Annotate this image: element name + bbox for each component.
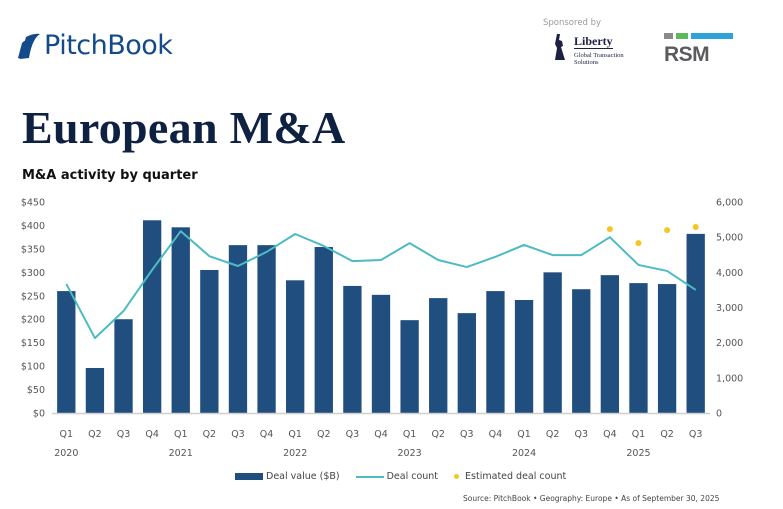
bar-deal-value — [371, 294, 391, 413]
point-estimated-deal-count — [664, 227, 671, 234]
legend-swatch-dot — [454, 474, 460, 479]
x-axis-quarter-label: Q2 — [88, 429, 102, 440]
bar-deal-value — [314, 247, 333, 413]
bar-deal-value — [514, 299, 534, 413]
y-axis-right-tick-label: 2,000 — [716, 338, 743, 349]
x-axis-quarter-label: Q4 — [260, 429, 274, 440]
y-axis-left-tick-label: $250 — [21, 291, 45, 302]
pitchbook-sail-icon — [18, 33, 40, 59]
y-axis-right-tick-label: 3,000 — [716, 303, 743, 314]
x-axis-year-label: 2021 — [169, 448, 193, 459]
legend-item-estimated-deal-count: Estimated deal count — [454, 471, 566, 482]
x-axis-quarter-label: Q2 — [431, 429, 445, 440]
x-axis-year-label: 2020 — [54, 448, 78, 459]
y-axis-right-tick-label: 0 — [716, 409, 722, 420]
x-axis-quarter-label: Q4 — [145, 429, 159, 440]
x-axis-quarter-label: Q1 — [632, 429, 646, 440]
x-axis-quarter-label: Q3 — [117, 429, 131, 440]
x-axis-quarter-label: Q4 — [603, 429, 617, 440]
x-axis-quarter-label: Q2 — [546, 429, 560, 440]
bar-deal-value — [457, 313, 476, 413]
y-axis-right-tick-label: 4,000 — [716, 268, 743, 279]
page-title: European M&A — [22, 102, 346, 153]
legend-swatch-bar — [235, 473, 263, 480]
bar-deal-value — [114, 319, 133, 413]
bar-deal-value — [286, 280, 305, 413]
bar-deal-value — [629, 283, 648, 413]
bar-deal-value — [228, 245, 248, 413]
x-axis-quarter-label: Q4 — [489, 429, 503, 440]
x-axis-quarter-label: Q3 — [689, 429, 703, 440]
legend-item-deal-value: Deal value ($B) — [235, 471, 340, 482]
bar-deal-value — [686, 233, 705, 413]
bar-deal-value — [600, 275, 620, 413]
point-estimated-deal-count — [692, 223, 699, 230]
point-estimated-deal-count — [606, 226, 613, 233]
bar-deal-value — [657, 284, 677, 413]
x-axis-quarter-label: Q3 — [231, 429, 245, 440]
bar-deal-value — [486, 291, 505, 413]
x-axis-year-label: 2025 — [626, 448, 650, 459]
x-axis-quarter-label: Q1 — [288, 429, 302, 440]
x-axis-year-label: 2024 — [512, 448, 536, 459]
legend-label: Deal count — [386, 471, 439, 482]
y-axis-left-tick-label: $100 — [21, 362, 45, 373]
x-axis-quarter-label: Q1 — [403, 429, 417, 440]
bar-deal-value — [572, 289, 591, 413]
y-axis-right-tick-label: 5,000 — [716, 233, 743, 244]
sponsored-by-label: Sponsored by — [543, 18, 602, 28]
statue-of-liberty-icon — [555, 34, 565, 60]
x-axis-quarter-label: Q1 — [517, 429, 531, 440]
bar-deal-value — [57, 291, 76, 413]
y-axis-left-tick-label: $350 — [21, 244, 45, 255]
bar-deal-value — [85, 367, 105, 413]
x-axis-quarter-label: Q2 — [660, 429, 674, 440]
y-axis-left-tick-label: $300 — [21, 268, 45, 279]
rsm-logo: RSM — [664, 33, 733, 67]
legend-item-deal-count: Deal count — [355, 471, 439, 482]
liberty-logo: Liberty Global Transaction Solutions — [551, 32, 636, 66]
y-axis-left-tick-label: $150 — [21, 338, 45, 349]
chart-subtitle: M&A activity by quarter — [22, 168, 198, 183]
point-estimated-deal-count — [635, 240, 642, 247]
bar-deal-value — [429, 298, 448, 413]
x-axis-quarter-label: Q2 — [203, 429, 217, 440]
rsm-name: RSM — [664, 43, 710, 66]
x-axis-quarter-label: Q3 — [574, 429, 588, 440]
liberty-subtitle: Global Transaction Solutions — [574, 52, 624, 66]
x-axis-quarter-label: Q2 — [317, 429, 331, 440]
rsm-color-bars — [664, 33, 733, 39]
chart-legend: Deal value ($B) Deal count Estimated dea… — [235, 471, 582, 482]
bar-deal-value — [543, 272, 562, 413]
bar-deal-value — [200, 269, 219, 413]
source-note: Source: PitchBook • Geography: Europe • … — [463, 494, 720, 503]
y-axis-left-tick-label: $0 — [33, 409, 45, 420]
x-axis-quarter-label: Q4 — [374, 429, 388, 440]
brand-name: PitchBook — [44, 30, 173, 61]
bar-deal-value — [257, 245, 276, 413]
x-axis-quarter-label: Q3 — [460, 429, 474, 440]
x-axis-quarter-label: Q1 — [174, 429, 188, 440]
legend-label: Deal value ($B) — [266, 471, 340, 482]
bar-deal-value — [142, 220, 162, 413]
legend-label: Estimated deal count — [465, 471, 567, 482]
x-axis-quarter-label: Q3 — [346, 429, 360, 440]
pitchbook-logo: PitchBook — [16, 30, 173, 61]
y-axis-right-tick-label: 6,000 — [716, 198, 743, 209]
line-deal-count — [65, 230, 697, 340]
legend-swatch-line — [355, 475, 384, 478]
x-axis-year-label: 2023 — [398, 448, 422, 459]
y-axis-left-tick-label: $50 — [27, 385, 45, 396]
y-axis-right-tick-label: 1,000 — [716, 373, 743, 384]
x-axis-quarter-label: Q1 — [60, 429, 74, 440]
bar-deal-value — [400, 320, 419, 413]
y-axis-left-tick-label: $200 — [21, 315, 45, 326]
y-axis-left-tick-label: $450 — [21, 198, 45, 209]
liberty-name: Liberty — [574, 34, 613, 49]
x-axis-year-label: 2022 — [283, 448, 307, 459]
bar-deal-value — [343, 285, 362, 413]
y-axis-left-tick-label: $400 — [21, 221, 45, 232]
ma-activity-chart: $0 $50 $100 $150 $200 $250 $300 $350 $400 $450 0 1,… — [21, 198, 743, 460]
bar-deal-value — [171, 227, 190, 413]
